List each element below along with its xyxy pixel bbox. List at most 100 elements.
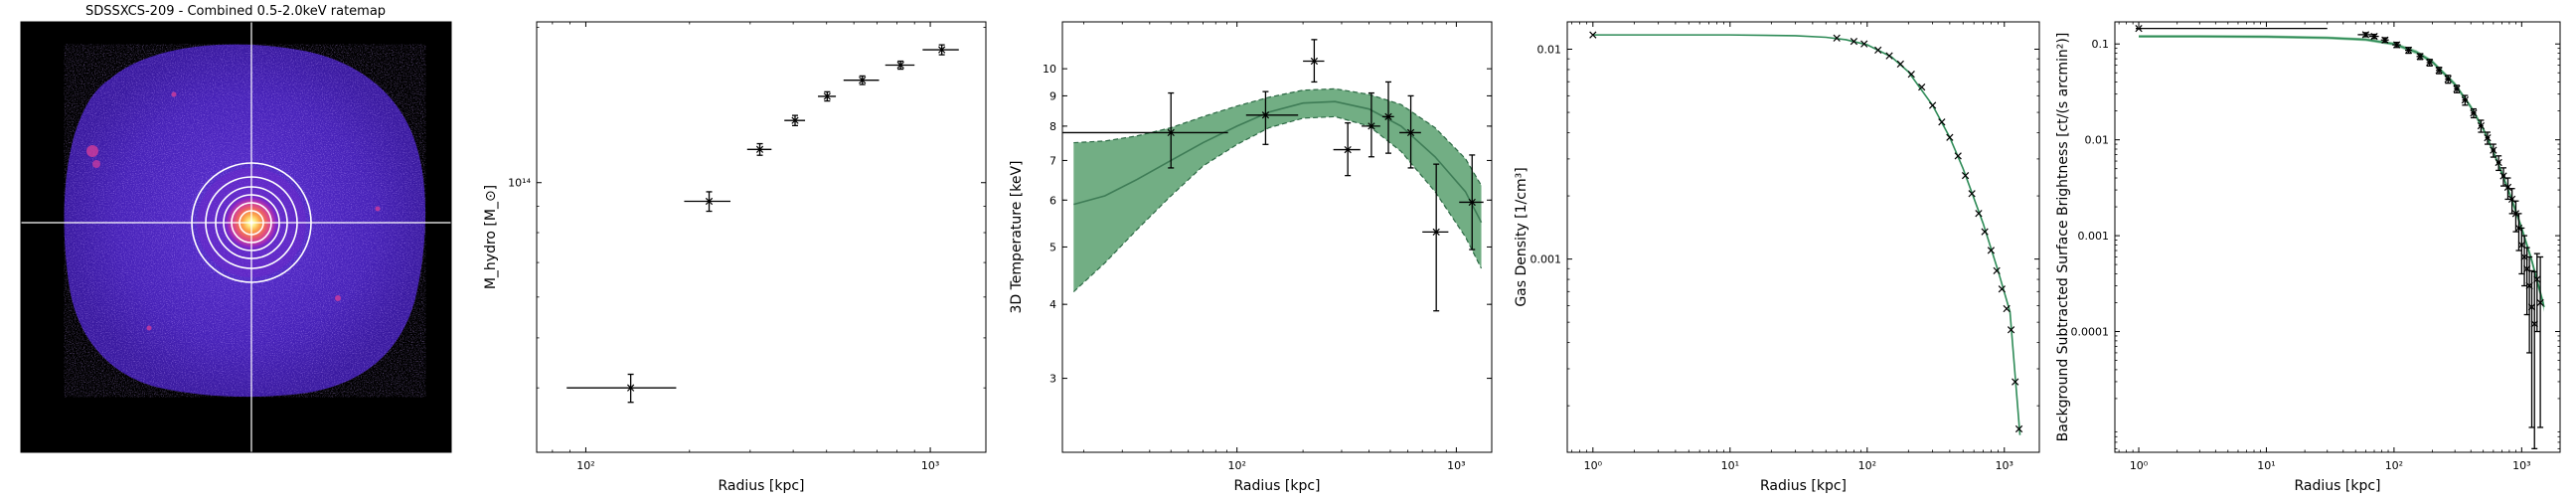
point-marker (859, 77, 867, 84)
ratemap-frame (20, 21, 452, 453)
point-marker (2404, 46, 2413, 55)
data-point (2007, 326, 2015, 334)
y-axis-label: 3D Temperature [keV] (1009, 161, 1025, 314)
plot-area (1062, 39, 1484, 312)
x-tick-label: 10² (1858, 459, 1876, 472)
point-source (375, 206, 381, 212)
point-marker (2477, 121, 2486, 130)
density-profile-panel: 10⁰ 10¹ 10² 10³ 0.001 0.01 Radius [kpc] Gas Den… (1514, 21, 2040, 494)
point-marker (2381, 36, 2389, 44)
point-marker (1946, 133, 1954, 141)
mass-profile-panel: 10² 10³ 10¹⁴ Radius [kpc] M_hydro [M_⊙] (483, 21, 987, 494)
x-axis-label: Radius [kpc] (718, 478, 804, 494)
model-uncertainty-band (2139, 35, 2544, 312)
point-marker (2003, 304, 2011, 313)
x-tick-label: 10⁰ (1584, 459, 1603, 472)
data-point (1981, 228, 1989, 236)
data-point (1993, 266, 2001, 274)
point-marker (627, 384, 635, 392)
point-marker (2007, 326, 2015, 334)
data-point (684, 191, 731, 213)
data-point (1850, 37, 1858, 46)
band-upper-edge (1073, 87, 1483, 186)
point-marker (2499, 172, 2507, 180)
point-marker (1993, 266, 2001, 274)
point-marker (2426, 59, 2434, 67)
y-tick-label: 8 (1049, 120, 1056, 133)
point-marker (1850, 37, 1858, 46)
x-axis-label: Radius [kpc] (2294, 478, 2380, 494)
data-point (885, 60, 915, 71)
data-point (818, 90, 837, 102)
y-tick-label: 0.01 (2085, 134, 2110, 147)
data-point (2461, 94, 2469, 106)
y-tick-label: 0.01 (1537, 44, 1562, 57)
data-point (1860, 40, 1868, 48)
x-axis-label: Radius [kpc] (1233, 478, 1320, 494)
point-marker (2392, 41, 2401, 49)
axes-frame (536, 21, 987, 453)
plot-area (1589, 31, 2023, 435)
data-point (2012, 378, 2019, 386)
point-marker (1833, 34, 1841, 42)
axes-frame (1061, 21, 1493, 453)
x-tick-label: 10³ (2512, 459, 2530, 472)
point-marker (1874, 46, 1882, 55)
x-tick-label: 10³ (921, 459, 939, 472)
point-marker (1981, 228, 1989, 236)
data-point (2484, 131, 2492, 145)
point-marker (2536, 298, 2544, 307)
point-marker (1261, 111, 1270, 119)
plot-area (566, 44, 959, 404)
point-source (86, 145, 98, 157)
x-tick-label: 10² (2385, 459, 2403, 472)
model-line (2139, 35, 2545, 308)
ratemap-title: SDSSXCS-209 - Combined 0.5-2.0keV ratema… (85, 4, 386, 19)
data-point (1362, 91, 1380, 158)
point-marker (2370, 32, 2378, 41)
data-point (1381, 81, 1394, 154)
y-tick-label: 4 (1049, 298, 1056, 311)
point-marker (896, 61, 904, 70)
point-marker (2135, 25, 2143, 33)
x-tick-label: 10⁰ (2130, 459, 2149, 472)
point-marker (1885, 52, 1893, 60)
data-point (1954, 152, 1962, 160)
point-marker (2503, 183, 2512, 192)
point-marker (1998, 285, 2006, 293)
point-marker (2484, 133, 2492, 142)
point-marker (1860, 40, 1868, 48)
point-marker (1468, 198, 1476, 207)
point-marker (1368, 122, 1375, 130)
point-marker (1938, 118, 1946, 126)
data-point (1459, 154, 1484, 250)
point-source (92, 160, 100, 168)
point-source (171, 91, 177, 97)
data-point (2536, 255, 2544, 428)
data-point (566, 373, 677, 404)
y-tick-label: 6 (1049, 194, 1056, 207)
x-tick-label: 10³ (1996, 459, 2013, 472)
point-marker (2361, 31, 2370, 39)
data-point (2453, 84, 2461, 93)
point-marker (2461, 96, 2469, 104)
y-tick-label: 5 (1049, 241, 1056, 253)
point-marker (1929, 101, 1937, 109)
y-tick-label: 9 (1049, 89, 1056, 102)
data-point (1938, 118, 1946, 126)
point-marker (2014, 424, 2023, 433)
data-point (1422, 163, 1449, 312)
data-point (1946, 133, 1954, 141)
point-marker (1167, 128, 1175, 137)
point-marker (791, 116, 799, 124)
data-point (2416, 53, 2424, 61)
data-point (1062, 91, 1228, 169)
data-point (746, 142, 772, 156)
data-point (2135, 25, 2328, 33)
y-tick-label: 0.001 (2078, 230, 2110, 243)
model-uncertainty-band (1073, 88, 1482, 292)
data-point (1896, 60, 1904, 69)
axes-frame (1566, 21, 2040, 453)
data-point (2014, 424, 2023, 433)
